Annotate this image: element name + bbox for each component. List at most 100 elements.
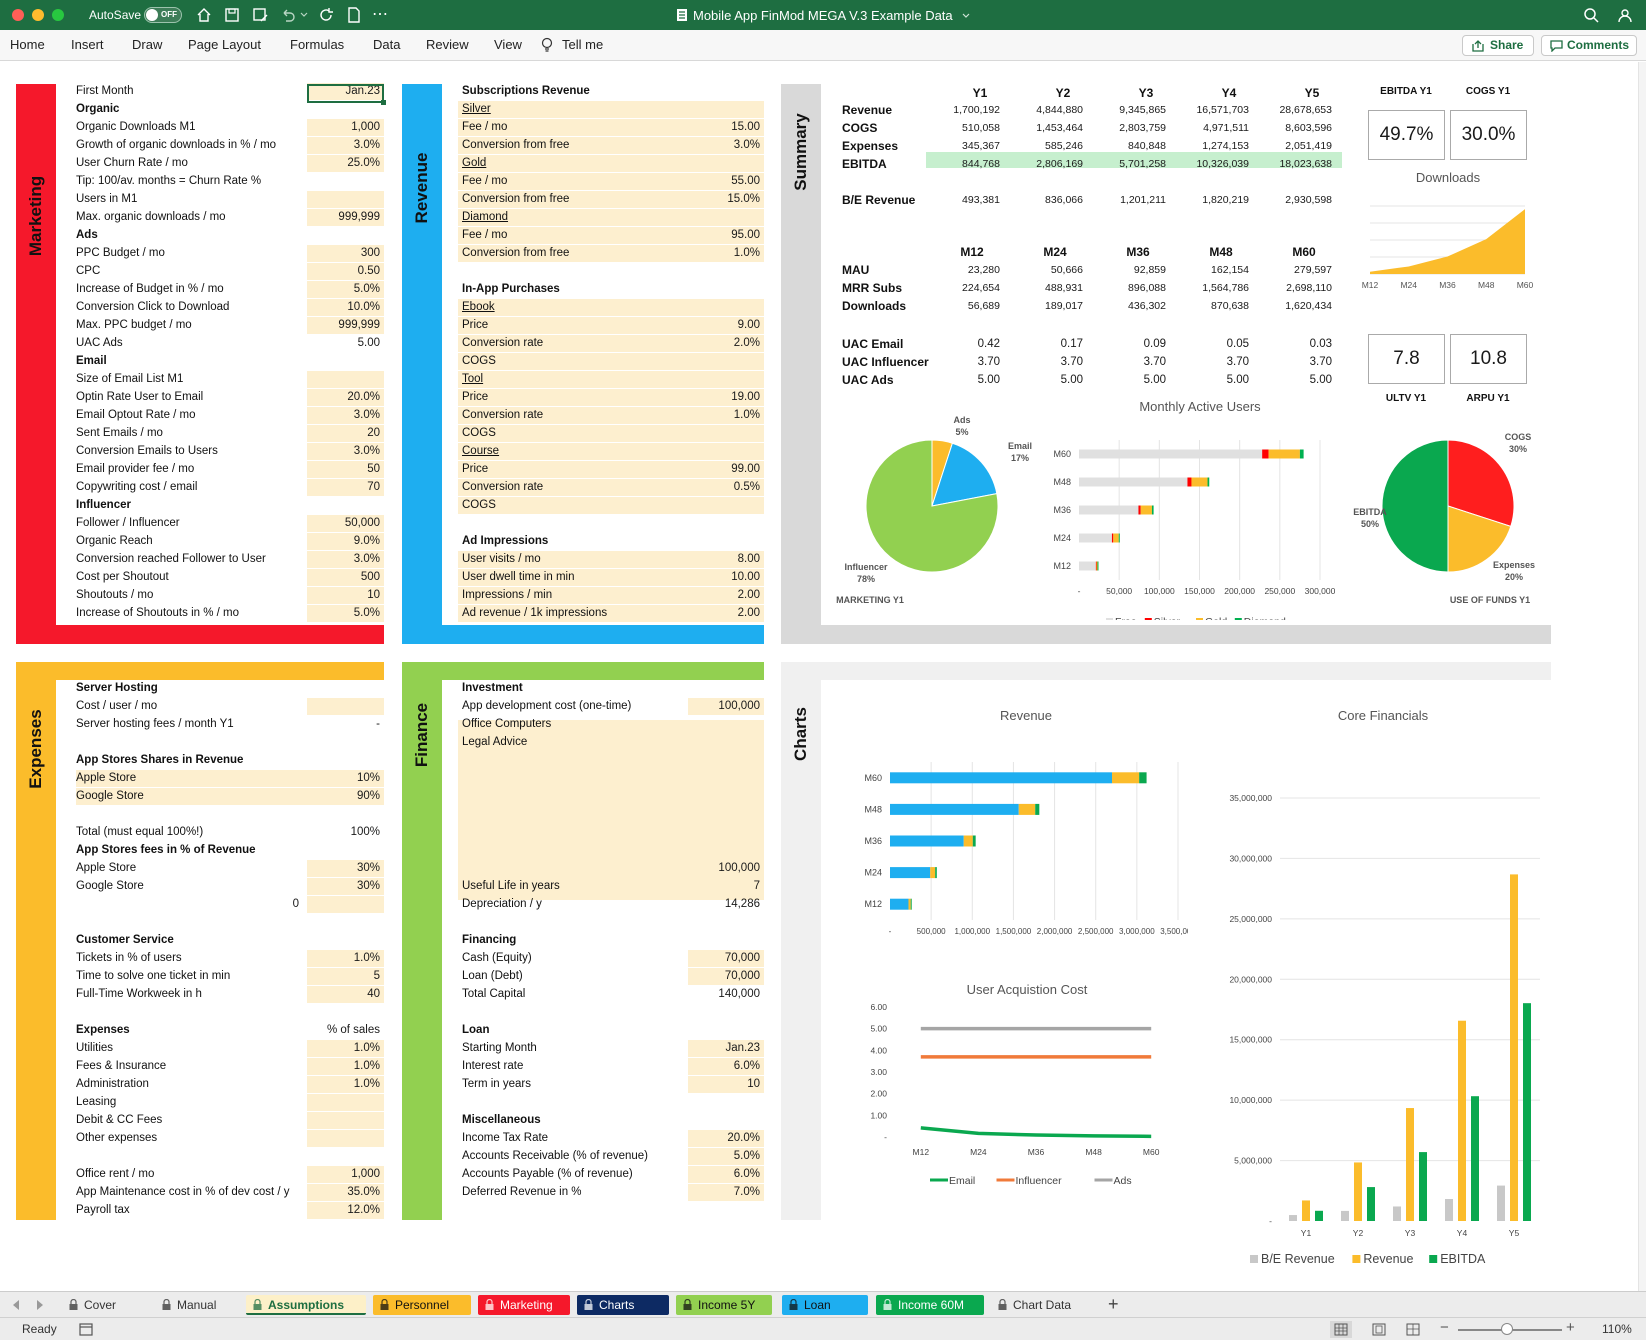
marketing-value-12[interactable]: 10.0% — [347, 301, 380, 313]
sheet-tab-income-60m[interactable]: Income 60M — [876, 1295, 984, 1315]
revenue-value-17[interactable]: 19.00 — [731, 391, 760, 403]
marketing-value-19[interactable]: 20 — [367, 427, 380, 439]
expenses-input-29[interactable] — [307, 1202, 384, 1219]
zoom-level[interactable]: 110% — [1602, 1322, 1632, 1336]
expenses-value-10[interactable]: 30% — [356, 862, 380, 874]
revenue-input-27[interactable] — [458, 569, 764, 586]
marketing-input-26[interactable] — [307, 551, 384, 568]
sheet-tab-marketing[interactable]: Marketing — [478, 1295, 570, 1315]
marketing-input-22[interactable] — [307, 479, 384, 496]
expenses-input-21[interactable] — [307, 1058, 384, 1075]
expenses-value-28[interactable]: 35.0% — [347, 1186, 380, 1198]
sheet-tab-cover[interactable]: Cover — [62, 1295, 142, 1315]
expenses-value-29[interactable]: 12.0% — [347, 1204, 380, 1216]
revenue-value-29[interactable]: 2.00 — [737, 607, 760, 619]
marketing-value-28[interactable]: 10 — [367, 589, 380, 601]
revenue-input-26[interactable] — [458, 551, 764, 568]
save-as-icon[interactable] — [252, 7, 268, 23]
revenue-value-14[interactable]: 2.0% — [733, 337, 760, 349]
lightbulb-icon[interactable] — [541, 37, 553, 53]
revenue-value-27[interactable]: 10.00 — [731, 571, 760, 583]
expenses-value-17[interactable]: 40 — [367, 988, 380, 1000]
finance-value-16[interactable]: 70,000 — [724, 970, 760, 982]
revenue-input-14[interactable] — [458, 335, 764, 352]
finance-input-11[interactable] — [688, 878, 764, 895]
expenses-input-10[interactable] — [307, 860, 384, 877]
expenses-value-20[interactable]: 1.0% — [353, 1042, 380, 1054]
tell-me-search[interactable]: Tell me — [562, 37, 604, 52]
expenses-value-21[interactable]: 1.0% — [353, 1060, 380, 1072]
revenue-input-4[interactable] — [458, 155, 764, 172]
revenue-input-28[interactable] — [458, 587, 764, 604]
revenue-value-28[interactable]: 2.00 — [737, 589, 760, 601]
finance-input-25[interactable] — [688, 1130, 764, 1147]
marketing-input-28[interactable] — [307, 587, 384, 604]
marketing-input-12[interactable] — [307, 299, 384, 316]
marketing-value-9[interactable]: 300 — [360, 247, 380, 259]
revenue-input-5[interactable] — [458, 173, 764, 190]
zoom-in-button[interactable]: + — [1566, 1319, 1575, 1336]
tab-review[interactable]: Review — [426, 37, 469, 52]
marketing-value-20[interactable]: 3.0% — [353, 445, 380, 457]
account-icon[interactable] — [1617, 7, 1633, 23]
expenses-input-11[interactable] — [307, 878, 384, 895]
marketing-input-21[interactable] — [307, 461, 384, 478]
revenue-input-13[interactable] — [458, 317, 764, 334]
revenue-value-21[interactable]: 99.00 — [731, 463, 760, 475]
marketing-input-18[interactable] — [307, 407, 384, 424]
finance-value-22[interactable]: 10 — [747, 1078, 760, 1090]
home-icon[interactable] — [196, 7, 212, 23]
marketing-value-27[interactable]: 500 — [360, 571, 380, 583]
marketing-value-17[interactable]: 20.0% — [347, 391, 380, 403]
expenses-input-15[interactable] — [307, 950, 384, 967]
tab-view[interactable]: View — [494, 37, 522, 52]
normal-view-icon[interactable] — [1330, 1321, 1352, 1338]
finance-input-20[interactable] — [688, 1040, 764, 1057]
marketing-input-25[interactable] — [307, 533, 384, 550]
revenue-input-2[interactable] — [458, 119, 764, 136]
sheet-tab-manual[interactable]: Manual — [155, 1295, 233, 1315]
finance-value-11[interactable]: 7 — [753, 880, 760, 892]
revenue-value-2[interactable]: 15.00 — [731, 121, 760, 133]
revenue-input-9[interactable] — [458, 245, 764, 262]
marketing-value-24[interactable]: 50,000 — [344, 517, 380, 529]
expenses-value-11[interactable]: 30% — [356, 880, 380, 892]
revenue-value-18[interactable]: 1.0% — [733, 409, 760, 421]
expenses-input-6[interactable] — [76, 788, 384, 805]
finance-value-25[interactable]: 20.0% — [727, 1132, 760, 1144]
sheet-tab-charts[interactable]: Charts — [577, 1295, 669, 1315]
marketing-value-10[interactable]: 0.50 — [357, 265, 380, 277]
marketing-value-11[interactable]: 5.0% — [353, 283, 380, 295]
marketing-value-2[interactable]: 1,000 — [351, 121, 380, 133]
scroll-tabs-right-icon[interactable] — [36, 1300, 44, 1310]
revenue-input-7[interactable] — [458, 209, 764, 226]
sheet-tab-personnel[interactable]: Personnel — [373, 1295, 471, 1315]
finance-value-20[interactable]: Jan.23 — [725, 1042, 760, 1054]
marketing-input-20[interactable] — [307, 443, 384, 460]
finance-input-16[interactable] — [688, 968, 764, 985]
revenue-input-15[interactable] — [458, 353, 764, 370]
marketing-value-26[interactable]: 3.0% — [353, 553, 380, 565]
finance-input-1[interactable] — [688, 698, 764, 715]
finance-input-21[interactable] — [688, 1058, 764, 1075]
finance-input-22[interactable] — [688, 1076, 764, 1093]
zoom-window-button[interactable] — [52, 9, 64, 21]
redo-icon[interactable] — [318, 7, 334, 23]
expenses-input-23[interactable] — [307, 1094, 384, 1111]
finance-input-15[interactable] — [688, 950, 764, 967]
save-icon[interactable] — [224, 7, 240, 23]
expenses-value-6[interactable]: 90% — [356, 790, 380, 802]
marketing-value-13[interactable]: 999,999 — [338, 319, 380, 331]
marketing-input-19[interactable] — [307, 425, 384, 442]
marketing-input-29[interactable] — [307, 605, 384, 622]
revenue-value-22[interactable]: 0.5% — [733, 481, 760, 493]
revenue-input-21[interactable] — [458, 461, 764, 478]
revenue-input-16[interactable] — [458, 371, 764, 388]
revenue-input-12[interactable] — [458, 299, 764, 316]
marketing-value-3[interactable]: 3.0% — [353, 139, 380, 151]
title-chevron-down-icon[interactable] — [962, 12, 970, 20]
marketing-input-10[interactable] — [307, 263, 384, 280]
expenses-value-27[interactable]: 1,000 — [351, 1168, 380, 1180]
tab-formulas[interactable]: Formulas — [290, 37, 345, 52]
revenue-input-23[interactable] — [458, 497, 764, 514]
